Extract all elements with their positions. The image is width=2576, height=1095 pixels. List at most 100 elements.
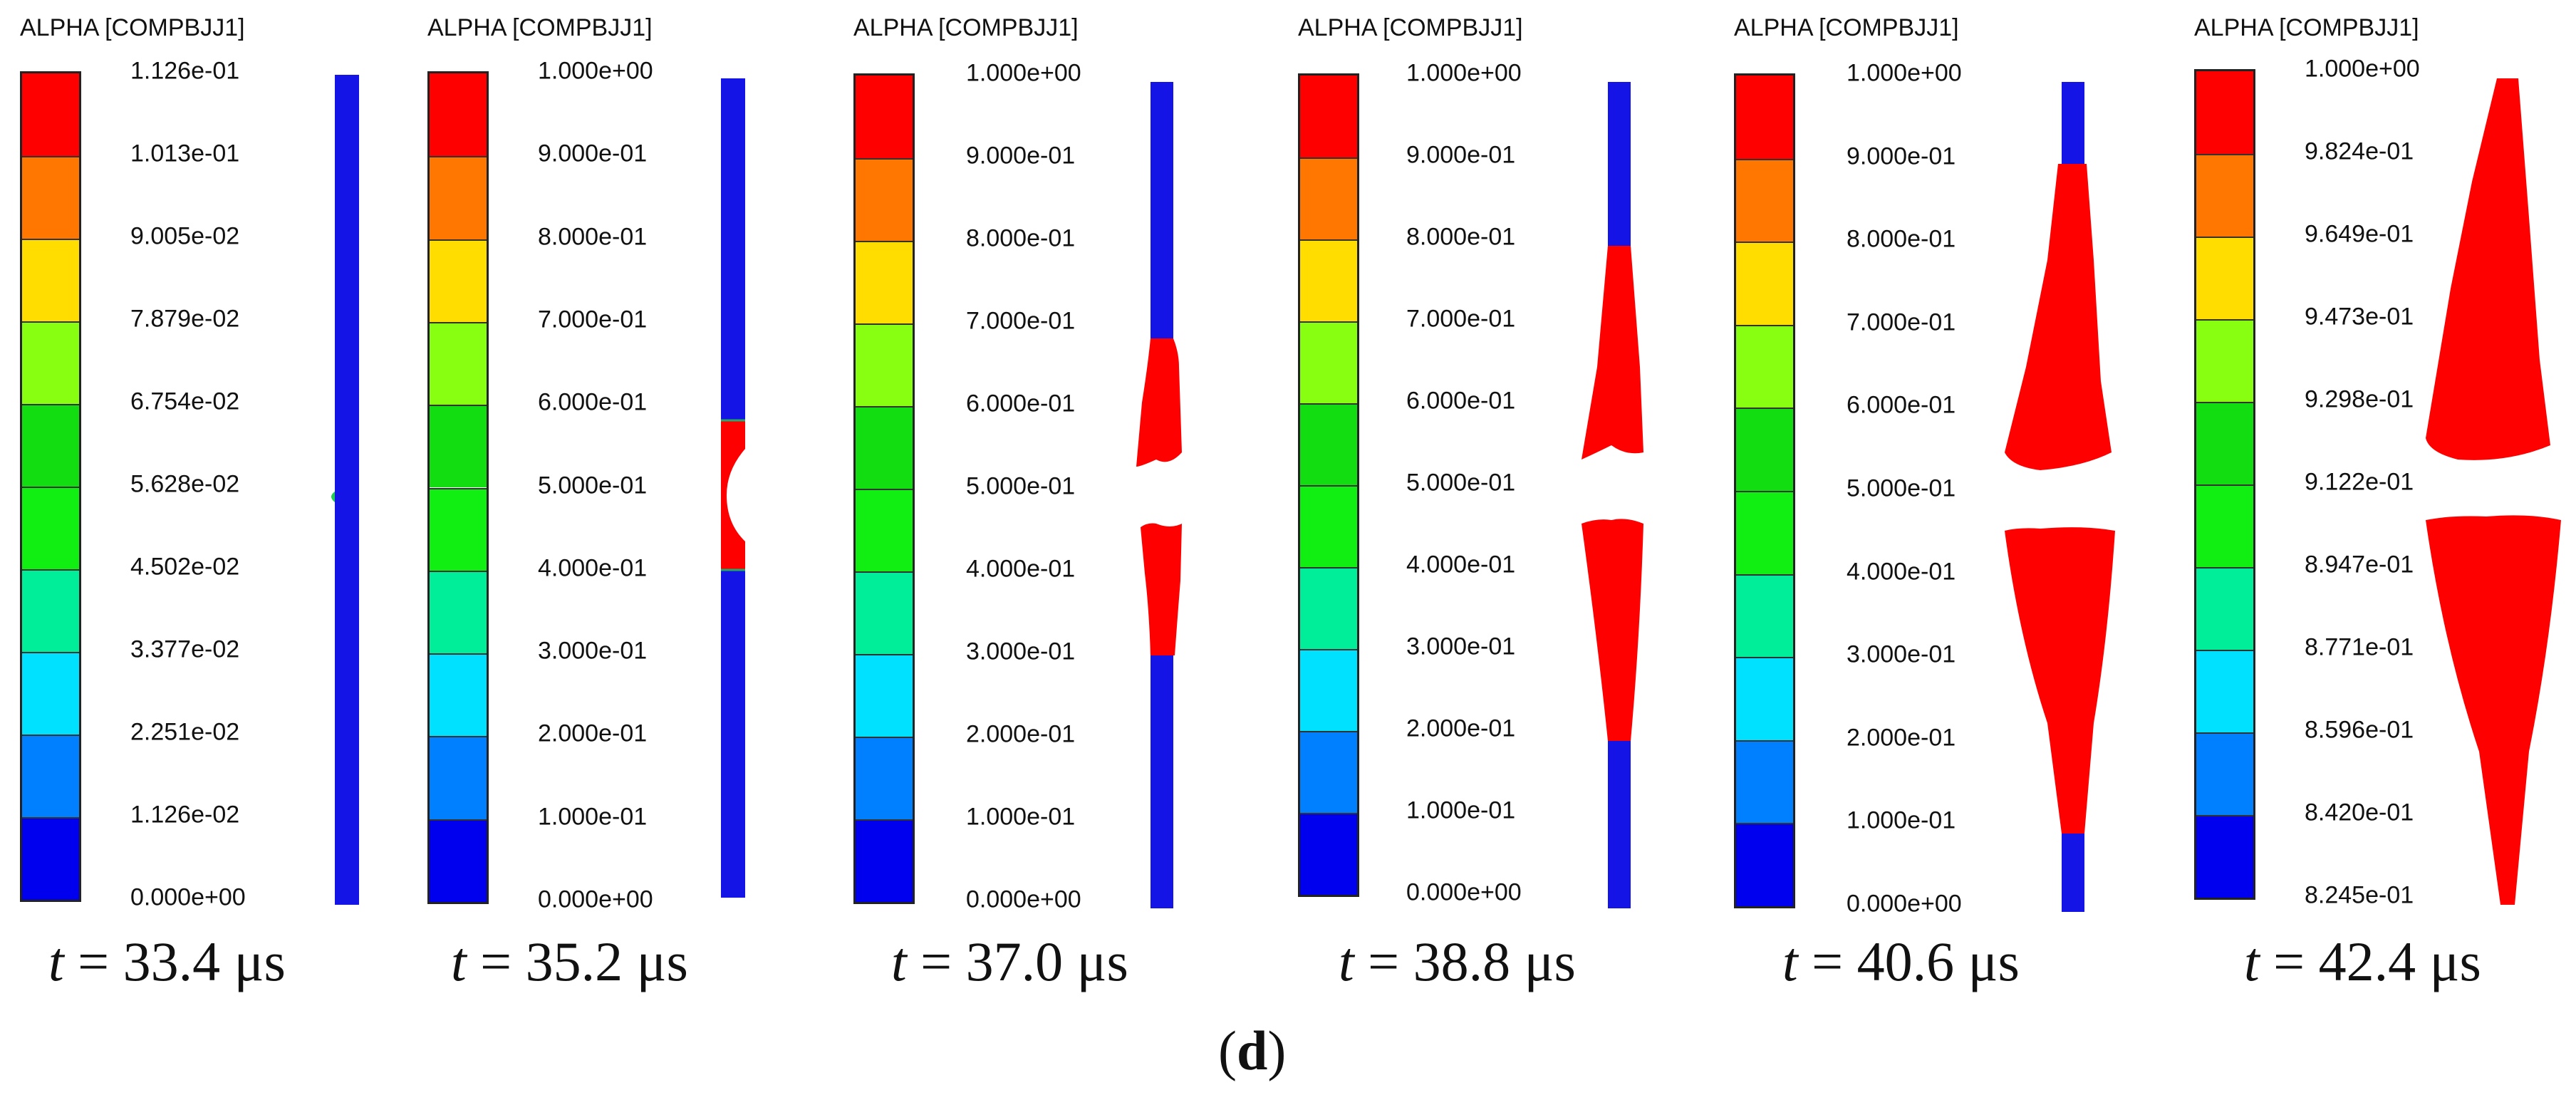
- panel-t-42-4: ALPHA [COMPBJJ1] 1.000e+00 9.824e-01 9.649…: [2194, 0, 2576, 1095]
- jet-contour: [2005, 82, 2115, 912]
- legend-tick-label: 1.013e-01: [130, 140, 240, 167]
- color-legend: [1734, 73, 1795, 908]
- legend-tick-label: 9.005e-02: [130, 222, 240, 250]
- legend-band: [1300, 239, 1357, 321]
- liquid-lower: [2005, 527, 2115, 834]
- legend-band: [856, 654, 913, 737]
- gas-column-lower: [721, 570, 745, 898]
- legend-band: [430, 405, 487, 488]
- liquid-upper: [2005, 164, 2112, 470]
- legend-band: [2196, 567, 2253, 650]
- jet-contour: [1582, 82, 1643, 908]
- jet-contour: [1136, 82, 1182, 908]
- gas-column-upper: [1151, 82, 1173, 338]
- legend-band: [1300, 731, 1357, 813]
- panel-t-38-8: ALPHA [COMPBJJ1] 1.000e+00 9.000e-01 8.000…: [1298, 0, 1725, 1095]
- legend-band: [430, 73, 487, 157]
- legend-band: [856, 819, 913, 902]
- variable-title: ALPHA [COMPBJJ1]: [1734, 14, 1959, 41]
- legend-tick-label: 4.502e-02: [130, 553, 240, 581]
- legend-tick-label: 1.000e+00: [1406, 59, 1522, 87]
- gas-column-lower: [1608, 741, 1631, 908]
- legend-band: [1736, 657, 1793, 740]
- legend-tick-label: 8.947e-01: [2305, 551, 2414, 578]
- legend-band: [2196, 237, 2253, 319]
- legend-tick-label: 3.000e-01: [1406, 633, 1516, 660]
- legend-band: [22, 73, 79, 156]
- liquid-upper: [1136, 338, 1182, 467]
- liquid-lower: [1141, 523, 1182, 655]
- legend-band: [1300, 649, 1357, 731]
- legend-tick-label: 7.000e-01: [538, 306, 648, 333]
- legend-band: [1300, 403, 1357, 485]
- legend-tick-label: 9.122e-01: [2305, 468, 2414, 496]
- legend-tick-label: 7.879e-02: [130, 305, 240, 333]
- legend-band: [1300, 76, 1357, 157]
- legend-band: [22, 817, 79, 900]
- legend-band: [22, 404, 79, 487]
- legend-band: [22, 652, 79, 735]
- legend-tick-label: 3.377e-02: [130, 635, 240, 663]
- legend-tick-label: 6.000e-01: [966, 390, 1076, 417]
- legend-band: [856, 737, 913, 819]
- legend-tick-label: 9.000e-01: [966, 142, 1076, 170]
- legend-tick-label: 1.000e+00: [1847, 59, 1962, 87]
- legend-band: [2196, 319, 2253, 402]
- panel-t-37-0: ALPHA [COMPBJJ1] 1.000e+00 9.000e-01 8.000…: [853, 0, 1281, 1095]
- legend-band: [430, 570, 487, 654]
- legend-band: [2196, 402, 2253, 484]
- legend-band: [22, 239, 79, 321]
- legend-band: [1736, 574, 1793, 658]
- legend-band: [1736, 158, 1793, 242]
- variable-title: ALPHA [COMPBJJ1]: [427, 14, 653, 41]
- legend-band: [430, 487, 487, 571]
- time-label: t = 37.0 μs: [891, 930, 1128, 992]
- legend-band: [22, 487, 79, 569]
- legend-tick-label: 4.000e-01: [538, 554, 648, 582]
- legend-tick-label: 7.000e-01: [1406, 305, 1516, 333]
- legend-tick-label: 7.000e-01: [966, 307, 1076, 335]
- time-label: t = 40.6 μs: [1782, 930, 2020, 992]
- legend-tick-label: 1.126e-01: [130, 57, 240, 85]
- legend-tick-label: 4.000e-01: [1406, 551, 1516, 578]
- variable-title: ALPHA [COMPBJJ1]: [2194, 14, 2419, 41]
- gas-column-lower: [2062, 834, 2084, 912]
- legend-tick-label: 0.000e+00: [1847, 890, 1962, 918]
- legend-tick-label: 8.000e-01: [1406, 223, 1516, 251]
- legend-tick-label: 2.000e-01: [966, 720, 1076, 748]
- legend-tick-label: 2.000e-01: [1406, 715, 1516, 742]
- legend-tick-label: 8.000e-01: [966, 224, 1076, 252]
- legend-band: [856, 323, 913, 406]
- legend-band: [1736, 324, 1793, 408]
- legend-tick-label: 3.000e-01: [1847, 640, 1956, 668]
- legend-tick-label: 0.000e+00: [966, 886, 1081, 913]
- legend-tick-label: 4.000e-01: [966, 555, 1076, 583]
- legend-band: [1736, 76, 1793, 159]
- time-label: t = 42.4 μs: [2244, 930, 2481, 992]
- legend-band: [430, 239, 487, 322]
- legend-tick-label: 6.754e-02: [130, 388, 240, 415]
- liquid-upper: [2426, 78, 2550, 460]
- color-legend: [2194, 69, 2255, 900]
- legend-tick-label: 8.596e-01: [2305, 716, 2414, 744]
- color-legend: [20, 71, 81, 902]
- color-legend: [853, 73, 915, 904]
- legend-band: [2196, 815, 2253, 898]
- jet-contour: [2426, 78, 2561, 905]
- legend-band: [1736, 739, 1793, 824]
- panel-t-35-2: ALPHA [COMPBJJ1] 1.000e+00 9.000e-01 8.000…: [427, 0, 855, 1095]
- subfigure-caption: (d): [1218, 1019, 1287, 1081]
- legend-tick-label: 1.000e-01: [1847, 806, 1956, 834]
- legend-band: [856, 571, 913, 654]
- legend-band: [856, 241, 913, 323]
- legend-tick-label: 5.000e-01: [538, 472, 648, 499]
- legend-tick-label: 3.000e-01: [538, 637, 648, 665]
- legend-tick-label: 4.000e-01: [1847, 558, 1956, 586]
- legend-band: [2196, 154, 2253, 237]
- legend-band: [430, 819, 487, 902]
- legend-tick-label: 0.000e+00: [538, 886, 653, 913]
- legend-band: [856, 489, 913, 571]
- gas-column-lower: [1151, 655, 1173, 908]
- jet-contour: [721, 78, 745, 898]
- legend-band: [22, 569, 79, 652]
